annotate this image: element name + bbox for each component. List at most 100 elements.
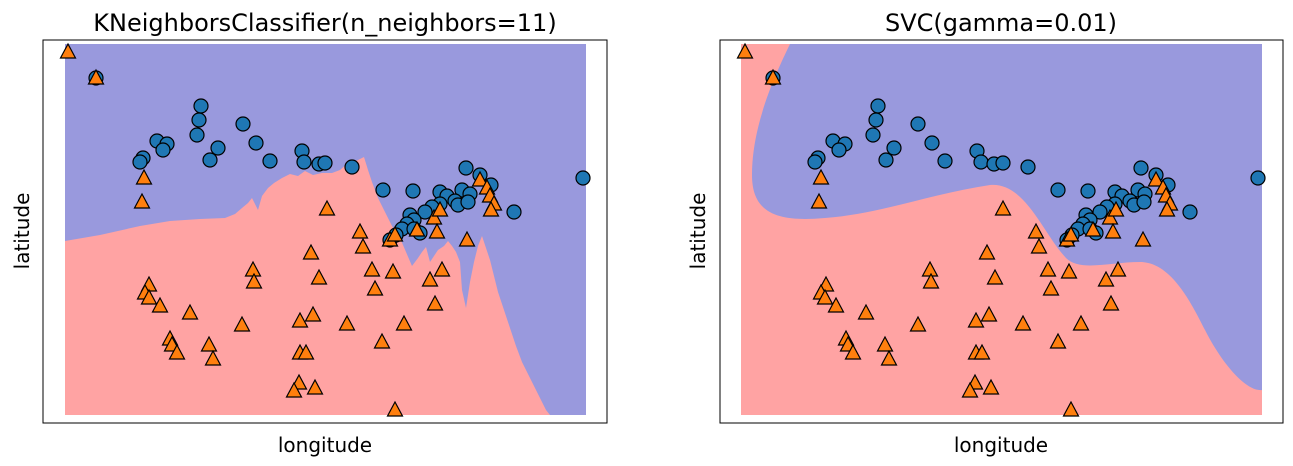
- svc-axes-frame: [719, 39, 1284, 424]
- svc-point-class0: [937, 153, 953, 169]
- svc-point-class1: [1049, 332, 1067, 349]
- knn-point-class1: [338, 314, 356, 331]
- svc-point-class0: [1080, 183, 1096, 199]
- svc-point-class0: [1050, 182, 1066, 198]
- knn-point-class1: [482, 200, 500, 217]
- knn-point-class1: [200, 335, 218, 352]
- knn-point-class0: [375, 182, 391, 198]
- knn-point-class0: [506, 204, 522, 220]
- knn-point-class1: [425, 208, 443, 225]
- svc-point-class1: [827, 296, 845, 313]
- knn-point-class1: [181, 303, 199, 320]
- knn-point-class1: [310, 268, 328, 285]
- svc-point-class1: [1084, 220, 1102, 237]
- knn-point-class1: [318, 199, 336, 216]
- svc-point-class0: [807, 154, 823, 170]
- knn-point-class1: [428, 222, 446, 239]
- svc-point-class1: [1042, 279, 1060, 296]
- svc-point-class0: [973, 154, 989, 170]
- knn-point-class0: [417, 204, 433, 220]
- knn-point-class1: [297, 343, 315, 360]
- knn-point-class1: [204, 349, 222, 366]
- knn-point-class0: [191, 112, 207, 128]
- knn-point-class1: [458, 230, 476, 247]
- svc-point-class0: [886, 140, 902, 156]
- knn-point-class1: [140, 288, 158, 305]
- svc-point-class1: [1104, 222, 1122, 239]
- knn-point-class1: [87, 68, 105, 85]
- svc-point-class1: [810, 192, 828, 209]
- knn-point-class1: [471, 170, 489, 187]
- svc-ylabel: latitude: [686, 193, 710, 270]
- knn-point-class1: [395, 314, 413, 331]
- svc-point-class1: [1027, 222, 1045, 239]
- knn-region-class1: [65, 157, 550, 415]
- knn-point-class0: [189, 127, 205, 143]
- svc-point-class1: [1147, 170, 1165, 187]
- knn-point-class1: [306, 378, 324, 395]
- svc-point-class1: [816, 288, 834, 305]
- svc-point-class0: [878, 152, 894, 168]
- svc-point-class1: [1062, 400, 1080, 417]
- knn-point-class1: [351, 222, 369, 239]
- knn-point-class1: [386, 400, 404, 417]
- knn-xlabel: longitude: [278, 433, 372, 457]
- svc-point-class1: [973, 343, 991, 360]
- knn-point-class1: [304, 305, 322, 322]
- knn-point-class0: [235, 116, 251, 132]
- knn-point-class0: [210, 140, 226, 156]
- knn-point-class0: [132, 154, 148, 170]
- knn-points: [59, 42, 591, 417]
- svc-point-class1: [1062, 225, 1080, 242]
- knn-point-class0: [405, 183, 421, 199]
- svc-xlabel: longitude: [954, 433, 1048, 457]
- knn-point-class1: [168, 343, 186, 360]
- svc-point-class1: [978, 243, 996, 260]
- svc-point-class1: [1158, 200, 1176, 217]
- svc-point-class1: [986, 268, 1004, 285]
- svc-point-class0: [924, 135, 940, 151]
- knn-point-class1: [366, 279, 384, 296]
- knn-point-class1: [433, 260, 451, 277]
- knn-point-class1: [354, 237, 372, 254]
- svc-point-class0: [865, 127, 881, 143]
- svc-point-class0: [868, 112, 884, 128]
- svc-point-class1: [1060, 262, 1078, 279]
- svc-point-class1: [1039, 260, 1057, 277]
- svc-point-class0: [910, 116, 926, 132]
- knn-point-class1: [431, 200, 449, 217]
- svc-point-class1: [1097, 270, 1115, 287]
- svc-point-class0: [1020, 159, 1036, 175]
- knn-point-class1: [133, 192, 151, 209]
- svc-point-class1: [857, 303, 875, 320]
- knn-point-class0: [155, 142, 171, 158]
- knn-point-class1: [291, 311, 309, 328]
- svc-point-class1: [812, 168, 830, 185]
- knn-point-class1: [426, 294, 444, 311]
- svc-point-class1: [980, 305, 998, 322]
- knn-point-class0: [202, 152, 218, 168]
- knn-point-class0: [296, 154, 312, 170]
- svc-point-class1: [961, 381, 979, 398]
- knn-axes-frame: [42, 39, 608, 424]
- knn-point-class0: [193, 98, 209, 114]
- subplot-svc: SVC(gamma=0.01) longitude latitude: [686, 9, 1284, 457]
- svc-point-class1: [1101, 208, 1119, 225]
- svc-point-class0: [1182, 204, 1198, 220]
- svc-point-class1: [1014, 314, 1032, 331]
- svc-point-class1: [982, 378, 1000, 395]
- svc-point-class1: [876, 335, 894, 352]
- knn-point-class0: [575, 170, 591, 186]
- svc-title: SVC(gamma=0.01): [885, 9, 1117, 37]
- svc-point-class0: [1092, 204, 1108, 220]
- svc-point-class1: [1109, 260, 1127, 277]
- knn-point-class1: [151, 296, 169, 313]
- knn-point-class1: [384, 262, 402, 279]
- svc-point-class0: [831, 142, 847, 158]
- svc-point-class0: [870, 98, 886, 114]
- knn-point-class0: [248, 135, 264, 151]
- knn-point-class0: [262, 153, 278, 169]
- knn-point-class1: [408, 220, 426, 237]
- svc-point-class0: [1250, 170, 1266, 186]
